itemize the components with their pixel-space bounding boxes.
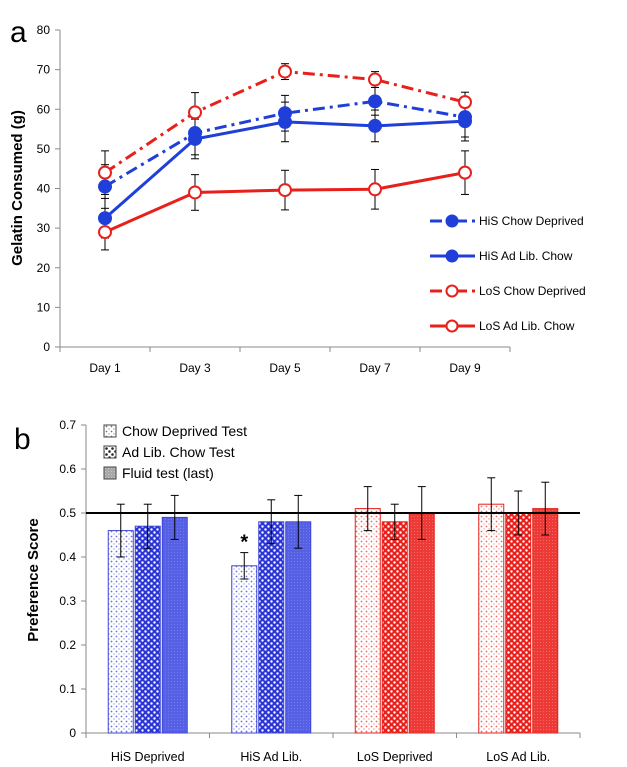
x-tick-label: Day 7 [359, 361, 391, 375]
legend-swatch [103, 466, 117, 480]
bar-ad-lib-chow-test [258, 521, 285, 734]
legend-swatch [103, 424, 117, 438]
y-tick-label: 0 [69, 726, 76, 740]
panel-a-line-chart: 0 10 20 30 40 50 60 70 80 Day 1 Day 3 Day 5 Day 7 Day… [37, 23, 586, 375]
series-line-his-chow-deprived [104, 99, 466, 188]
bar-chow-deprived-test [231, 565, 258, 734]
y-tick-label: 70 [37, 63, 51, 77]
legend-label: Fluid test (last) [122, 465, 214, 481]
bar-fluid-test-last [408, 512, 435, 734]
panel-a-label: a [10, 16, 27, 49]
data-point-his-chow-deprived [98, 179, 112, 194]
bar-chow-deprived-test [478, 503, 505, 734]
data-point-los-ad-lib-chow [188, 185, 202, 200]
panel-a-y-axis-title: Gelatin Consumed (g) [9, 110, 26, 266]
y-tick-label: 60 [37, 102, 51, 116]
x-tick-label: Day 3 [179, 361, 211, 375]
bar-chow-deprived-test [107, 530, 134, 734]
y-tick-label: 0.7 [59, 418, 76, 432]
data-point-his-chow-deprived [368, 94, 382, 109]
panel-b-y-axis-title: Preference Score [25, 518, 42, 641]
legend-label: HiS Chow Deprived [479, 214, 584, 228]
data-point-los-chow-deprived [98, 165, 112, 180]
legend-marker [445, 249, 459, 263]
y-tick-label: 0.6 [59, 462, 76, 476]
bar-fluid-test-last [532, 508, 559, 734]
bar-fluid-test-last [285, 521, 312, 734]
y-tick-label: 0.1 [59, 682, 76, 696]
y-tick-label: 0.4 [59, 550, 76, 564]
data-point-los-ad-lib-chow [458, 165, 472, 180]
panel-b-label: b [14, 423, 31, 456]
legend-swatch [103, 445, 117, 459]
x-tick-label: Day 1 [89, 361, 121, 375]
legend-label: Chow Deprived Test [122, 423, 247, 439]
y-tick-label: 30 [37, 221, 51, 235]
data-point-his-ad-lib-chow [278, 114, 292, 129]
bar-ad-lib-chow-test [134, 525, 161, 734]
y-tick-label: 0.3 [59, 594, 76, 608]
x-tick-label: LoS Deprived [357, 750, 433, 764]
data-point-los-ad-lib-chow [98, 225, 112, 240]
data-point-his-ad-lib-chow [368, 118, 382, 133]
legend-marker [445, 284, 459, 298]
x-tick-label: HiS Deprived [111, 750, 185, 764]
legend-marker [445, 214, 459, 228]
x-tick-label: LoS Ad Lib. [486, 750, 550, 764]
data-point-his-ad-lib-chow [98, 211, 112, 226]
bar-ad-lib-chow-test [381, 521, 408, 734]
legend-label: HiS Ad Lib. Chow [479, 249, 573, 263]
data-point-his-ad-lib-chow [458, 114, 472, 129]
y-tick-label: 10 [37, 300, 51, 314]
legend-label: LoS Ad Lib. Chow [479, 319, 575, 333]
x-tick-label: Day 5 [269, 361, 301, 375]
y-tick-label: 50 [37, 142, 51, 156]
legend-label: Ad Lib. Chow Test [122, 444, 235, 460]
data-point-los-ad-lib-chow [368, 182, 382, 197]
y-tick-label: 20 [37, 261, 51, 275]
data-point-los-chow-deprived [278, 64, 292, 79]
bar-ad-lib-chow-test [505, 512, 532, 734]
legend-label: LoS Chow Deprived [479, 284, 586, 298]
y-tick-label: 0 [43, 340, 50, 354]
data-point-los-chow-deprived [188, 105, 202, 120]
y-tick-label: 0.2 [59, 638, 76, 652]
bar-chow-deprived-test [354, 508, 381, 734]
data-point-los-ad-lib-chow [278, 183, 292, 198]
data-point-los-chow-deprived [458, 95, 472, 110]
y-tick-label: 80 [37, 23, 51, 37]
x-tick-label: HiS Ad Lib. [240, 750, 302, 764]
data-point-los-chow-deprived [368, 72, 382, 87]
significance-marker: * [240, 532, 248, 554]
bar-fluid-test-last [161, 516, 188, 734]
y-tick-label: 0.5 [59, 506, 76, 520]
data-point-his-ad-lib-chow [188, 131, 202, 146]
y-tick-label: 40 [37, 182, 51, 196]
x-tick-label: Day 9 [449, 361, 481, 375]
legend-marker [445, 319, 459, 333]
panel-b-bar-chart: 0 0.1 0.2 0.3 0.4 0.5 0.6 0.7 HiS Deprived HiS Ad… [59, 418, 581, 764]
